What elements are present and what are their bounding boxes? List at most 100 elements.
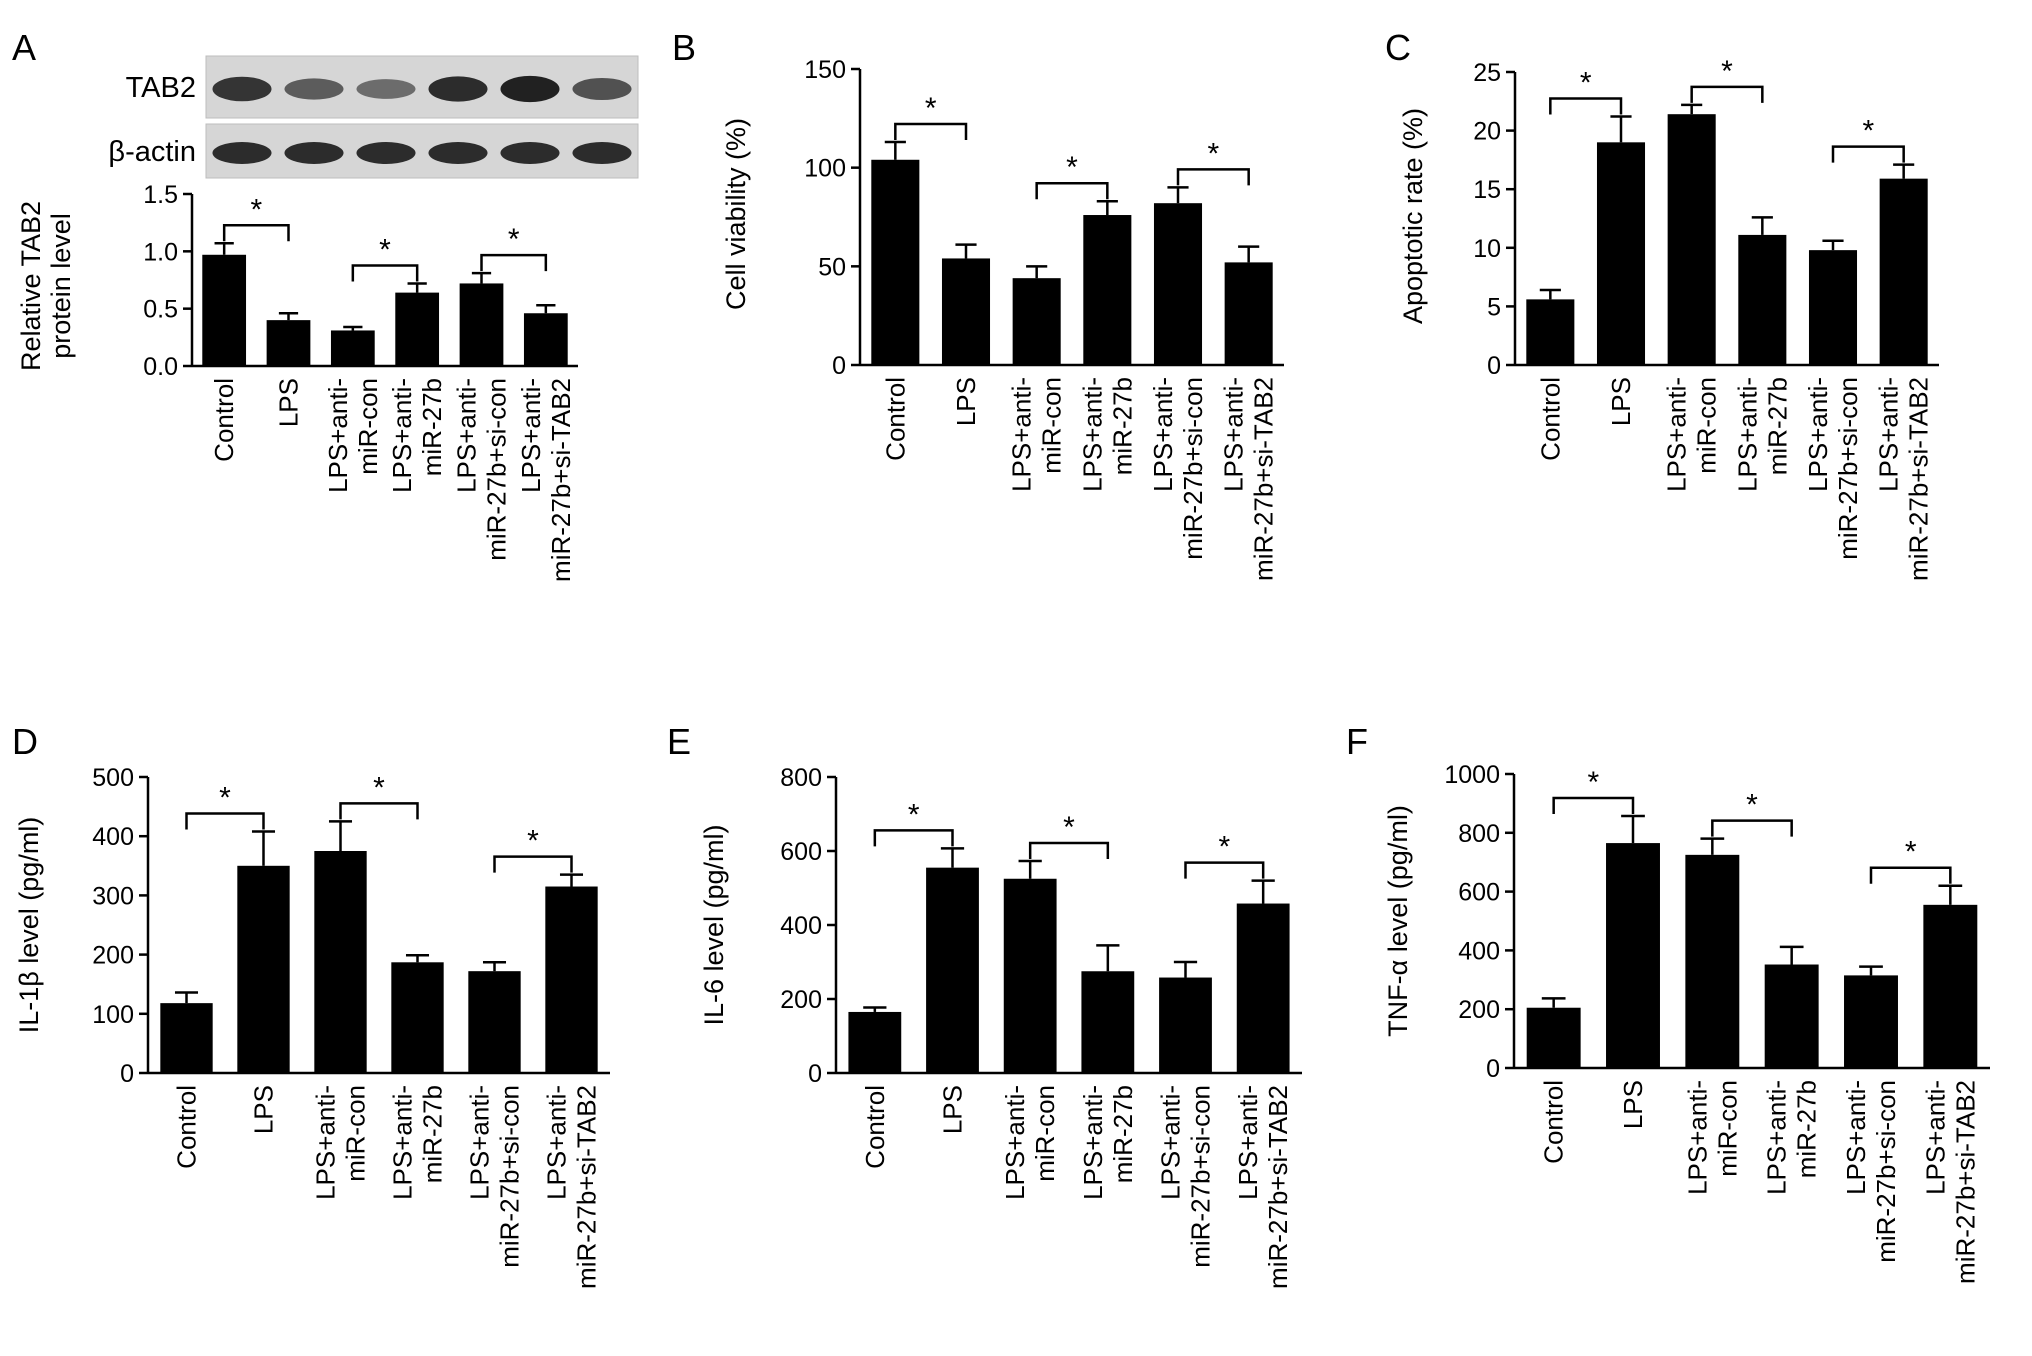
x-tick-label: LPS	[1618, 1080, 1648, 1129]
x-tick-label-line: LPS+anti-	[1077, 377, 1107, 492]
x-tick-label-line: LPS+anti-	[1219, 377, 1249, 492]
x-tick-label: LPS	[249, 1085, 279, 1134]
blot-band	[500, 142, 560, 164]
bar	[391, 962, 444, 1073]
y-tick-label: 0	[832, 352, 846, 380]
x-tick-label: LPS+anti-miR-con	[1000, 1085, 1060, 1200]
bar	[1003, 878, 1057, 1073]
x-tick-label: LPS+anti-miR-con	[1682, 1080, 1742, 1195]
bar	[1606, 843, 1660, 1068]
y-tick-label: 400	[1458, 937, 1500, 965]
bar	[1083, 215, 1132, 365]
significance-bracket	[1869, 866, 1952, 884]
x-tick-label: LPS+anti-miR-27b+si-TAB2	[1219, 377, 1279, 581]
x-tick-label: Control	[172, 1085, 202, 1169]
x-tick-label: LPS+anti-miR-27b+si-con	[1156, 1085, 1216, 1268]
blot-band	[212, 76, 272, 102]
x-tick-label-line: LPS+anti-	[387, 378, 417, 493]
bar	[314, 851, 367, 1073]
significance-bracket	[1552, 796, 1635, 815]
y-axis-label-line: Relative TAB2	[16, 201, 46, 371]
y-tick-label: 0	[120, 1060, 134, 1088]
x-tick-label-line: miR-27b+si-TAB2	[1263, 1085, 1293, 1289]
x-tick-label-line: miR-27b	[417, 378, 447, 476]
bar	[468, 971, 521, 1073]
x-tick-label: LPS+anti-miR-27b+si-TAB2	[1233, 1085, 1293, 1289]
blot-band	[428, 142, 488, 164]
y-tick-label: 0.5	[143, 296, 178, 324]
panel-e: E 0 200 400 600 800 IL-6 level (pg/ml) Control L…	[667, 721, 1302, 1289]
x-tick-label-line: miR-27b+si-con	[1833, 377, 1863, 560]
x-tick-label-line: Control	[860, 1085, 890, 1169]
bar	[1879, 178, 1928, 365]
blot-membrane	[205, 123, 639, 179]
x-tick-label-line: Control	[172, 1085, 202, 1169]
x-tick-label: LPS+anti-miR-27b+si-con	[1803, 377, 1863, 560]
x-tick-label-line: LPS+anti-	[465, 1085, 495, 1200]
y-tick-label: 0	[1487, 352, 1501, 380]
x-tick-label-line: LPS	[1618, 1080, 1648, 1129]
y-tick-label: 800	[1458, 820, 1500, 848]
y-tick-label: 1.0	[143, 238, 178, 266]
x-tick-label: LPS+anti-miR-27b+si-TAB2	[516, 378, 576, 582]
bar	[1159, 977, 1212, 1073]
x-tick-label: LPS+anti-miR-27b	[388, 1085, 448, 1200]
blot-band	[356, 142, 416, 164]
y-tick-label: 600	[1458, 879, 1500, 907]
x-tick-label-line: LPS	[951, 377, 981, 426]
significance-bracket	[222, 224, 290, 242]
significance-bracket	[1176, 168, 1250, 186]
significance-star: *	[1721, 55, 1733, 88]
x-tick-label-line: miR-27b+si-TAB2	[1249, 377, 1279, 581]
panel-letter: E	[667, 721, 691, 762]
x-tick-label: LPS	[1606, 377, 1636, 426]
panel-letter: A	[12, 27, 36, 68]
x-tick-label-line: miR-27b	[1792, 1080, 1822, 1178]
y-tick-label: 300	[92, 882, 134, 910]
y-tick-label: 100	[92, 1001, 134, 1029]
x-tick-label: LPS+anti-miR-con	[323, 378, 383, 493]
x-tick-label: LPS+anti-miR-27b+si-con	[1148, 377, 1208, 560]
x-tick-label: LPS+anti-miR-27b	[1732, 377, 1792, 492]
x-tick-label: Control	[1539, 1080, 1569, 1164]
x-tick-label-line: LPS+anti-	[1841, 1080, 1871, 1195]
y-tick-label: 500	[92, 764, 134, 792]
x-tick-label-line: LPS+anti-	[452, 378, 482, 493]
y-axis-label: IL-6 level (pg/ml)	[699, 824, 729, 1025]
panel-letter: D	[12, 721, 38, 762]
significance-bracket	[1035, 181, 1109, 200]
y-axis-label-line: IL-6 level (pg/ml)	[699, 824, 729, 1025]
significance-bracket	[480, 253, 548, 272]
significance-bracket	[1028, 841, 1110, 859]
significance-star: *	[1905, 836, 1917, 869]
significance-star: *	[219, 781, 231, 814]
x-tick-label-line: miR-27b	[418, 1085, 448, 1183]
y-tick-label: 150	[804, 56, 846, 84]
significance-star: *	[527, 825, 539, 858]
significance-star: *	[373, 771, 385, 804]
x-tick-label-line: miR-con	[1712, 1080, 1742, 1177]
panel-d: D 0 100 200 300 400 500 IL-1β level (pg/ml) Cont…	[12, 721, 610, 1289]
x-tick-label-line: miR-27b+si-con	[1178, 377, 1208, 560]
bar	[1153, 203, 1203, 365]
y-axis-label: Relative TAB2protein level	[16, 201, 76, 371]
y-axis-label-line: TNF-α level (pg/ml)	[1383, 805, 1413, 1037]
y-tick-label: 50	[818, 253, 846, 281]
significance-bracket	[185, 812, 265, 830]
x-tick-label-line: LPS	[938, 1085, 968, 1134]
x-tick-label-line: LPS+anti-	[1156, 1085, 1186, 1200]
x-tick-label-line: LPS+anti-	[1803, 377, 1833, 492]
x-tick-label: LPS+anti-miR-27b+si-TAB2	[1920, 1080, 1980, 1284]
y-axis-label: Apoptotic rate (%)	[1398, 108, 1428, 324]
x-tick-label-line: miR-27b+si-TAB2	[1904, 377, 1934, 581]
bar	[1764, 964, 1819, 1068]
x-tick-label-line: LPS+anti-	[1920, 1080, 1950, 1195]
significance-star: *	[1580, 67, 1592, 100]
y-tick-label: 0	[1486, 1055, 1500, 1083]
bar	[1808, 250, 1858, 365]
panel-f: F 0 200 400 600 800 1000 TNF-α level (pg/ml) Con…	[1346, 721, 1990, 1284]
significance-star: *	[1066, 151, 1078, 184]
y-axis-label: TNF-α level (pg/ml)	[1383, 805, 1413, 1037]
bar	[330, 330, 375, 366]
x-tick-label-line: miR-27b+si-TAB2	[1950, 1080, 1980, 1284]
